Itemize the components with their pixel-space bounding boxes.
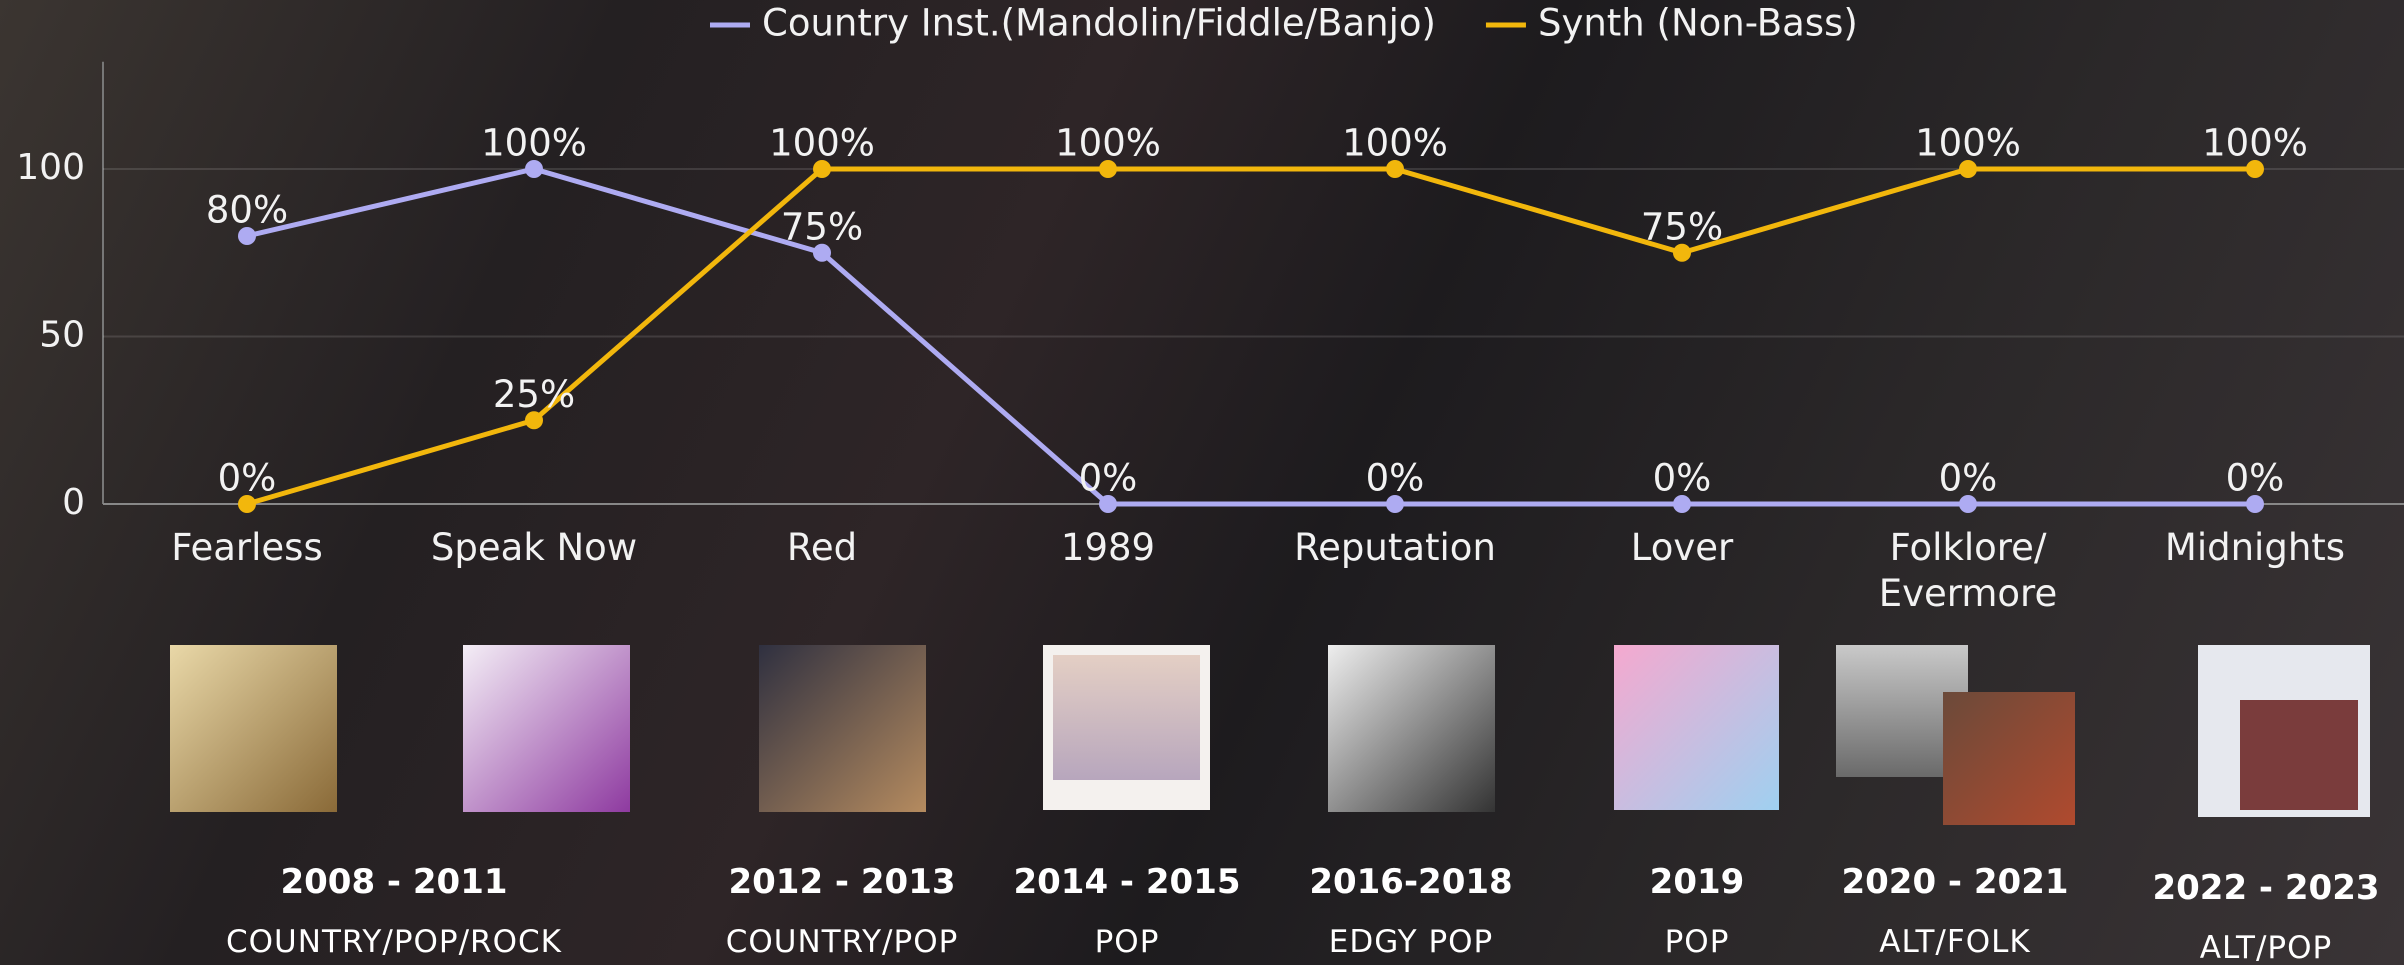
data-label: 100% (2202, 122, 2308, 165)
data-point (2246, 160, 2264, 178)
data-point (2246, 495, 2264, 513)
album-covers (170, 645, 2370, 825)
data-label: 0% (218, 457, 277, 500)
x-tick-label: Fearless (171, 526, 323, 569)
album-cover (463, 645, 630, 812)
album-cover (170, 645, 337, 812)
era-period: 2020 - 2021 (1841, 862, 2069, 902)
data-label: 75% (1641, 205, 1723, 248)
series-line (246, 166, 2255, 507)
data-point (1099, 160, 1117, 178)
data-label: 0% (1939, 457, 1998, 500)
era-period: 2014 - 2015 (1013, 862, 1241, 902)
x-tick-label: Reputation (1294, 526, 1496, 569)
era-genre: POP (1664, 924, 1730, 960)
y-tick-label: 100 (16, 147, 85, 188)
era-period: 2022 - 2023 (2152, 868, 2380, 908)
data-label: 0% (1366, 457, 1425, 500)
data-point (1099, 495, 1117, 513)
era-genre: COUNTRY/POP (725, 924, 959, 960)
data-point (1959, 495, 1977, 513)
data-label: 100% (1342, 122, 1448, 165)
data-point (238, 495, 256, 513)
x-tick-label: Midnights (2164, 526, 2346, 569)
data-point (813, 160, 831, 178)
data-point (813, 243, 831, 262)
album-cover-art (1053, 655, 1200, 780)
data-label: 100% (481, 122, 587, 165)
era-block: 2020 - 2021 ALT/FOLK (1745, 862, 2165, 960)
era-block: 2012 - 2013 COUNTRY/POP (632, 862, 1052, 960)
era-period: 2019 (1649, 862, 1745, 902)
era-genre: ALT/FOLK (1879, 924, 2031, 960)
era-block: 2014 - 2015 POP (917, 862, 1337, 960)
data-label: 0% (2226, 457, 2285, 500)
era-block: 2019 POP (1487, 862, 1907, 960)
data-label: 100% (769, 122, 875, 165)
legend-label: Synth (Non-Bass) (1538, 2, 1858, 45)
data-point (525, 160, 543, 178)
series-line (246, 166, 2255, 507)
legend-label: Country Inst.(Mandolin/Fiddle/Banjo) (762, 2, 1436, 45)
data-label: 0% (1079, 457, 1138, 500)
album-cover (759, 645, 926, 812)
x-tick-label: Red (786, 526, 858, 569)
era-block: 2008 - 2011 COUNTRY/POP/ROCK (184, 862, 604, 960)
data-label: 100% (1915, 122, 2021, 165)
data-label: 25% (493, 373, 575, 416)
data-point (1386, 160, 1404, 178)
y-tick-label: 0 (62, 482, 85, 523)
era-period: 2012 - 2013 (728, 862, 956, 902)
data-point (525, 411, 543, 430)
data-label: 80% (206, 189, 288, 232)
album-cover (1614, 645, 1779, 810)
era-block: 2016-2018 EDGY POP (1201, 862, 1621, 960)
data-point (1673, 243, 1691, 262)
x-tick-label: Speak Now (430, 526, 638, 569)
data-point (1386, 495, 1404, 513)
era-genre: POP (1094, 924, 1160, 960)
era-block: 2022 - 2023 ALT/POP (2056, 868, 2404, 965)
data-label: 75% (781, 205, 863, 248)
x-tick-label: Lover (1630, 526, 1734, 569)
data-label: 100% (1055, 122, 1161, 165)
era-period: 2008 - 2011 (280, 862, 508, 902)
data-point (238, 227, 256, 245)
album-cover (1328, 645, 1495, 812)
era-genre: EDGY POP (1328, 924, 1494, 960)
album-cover (1943, 692, 2075, 825)
era-period: 2016-2018 (1309, 862, 1513, 902)
data-point (1673, 495, 1691, 513)
x-tick-label: Folklore/ Evermore (1878, 526, 2058, 615)
era-genre: COUNTRY/POP/ROCK (226, 924, 562, 960)
era-genre: ALT/POP (2199, 930, 2333, 965)
x-tick-label: 1989 (1060, 526, 1156, 569)
data-point (1959, 160, 1977, 178)
y-tick-label: 50 (39, 315, 85, 356)
data-label: 0% (1653, 457, 1712, 500)
album-cover-art (2240, 700, 2358, 810)
